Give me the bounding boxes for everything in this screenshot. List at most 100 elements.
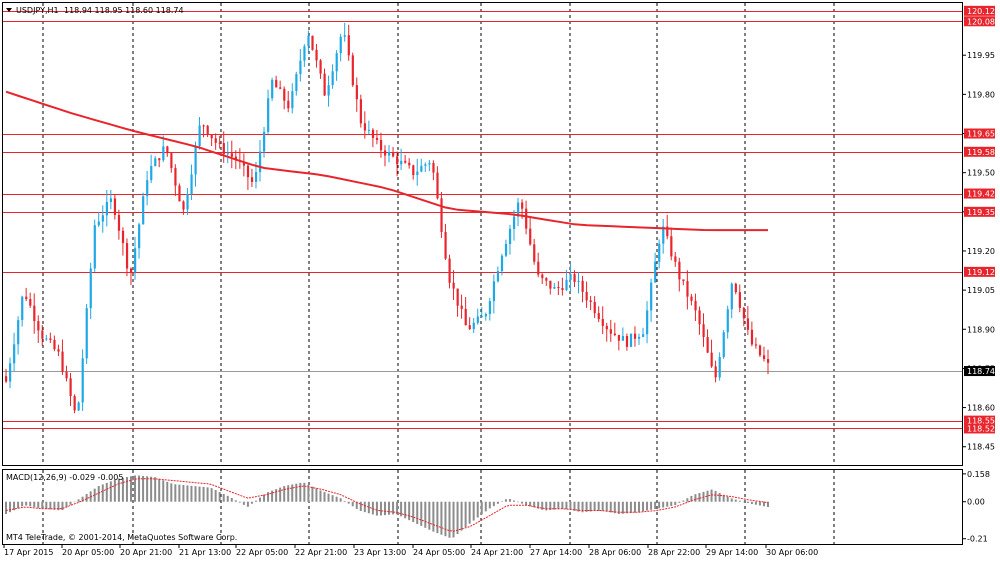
macd-bar: [388, 501, 391, 515]
macd-bar: [343, 500, 346, 502]
candle-body: [347, 35, 350, 56]
macd-signal-line: [5, 478, 769, 532]
candle-body: [29, 298, 32, 306]
macd-bar: [488, 501, 491, 509]
macd-bar: [311, 486, 314, 502]
macd-bar: [428, 501, 431, 530]
candle-body: [577, 280, 580, 282]
macd-bar: [186, 485, 189, 502]
candle-body: [234, 156, 238, 161]
price-tick-label: 119.50: [967, 169, 995, 178]
candle-body: [379, 139, 383, 151]
level-price-tag-bg: [964, 128, 995, 139]
macd-bar: [553, 501, 556, 510]
candle-body: [214, 138, 217, 143]
macd-bar: [323, 492, 326, 502]
macd-bar: [468, 501, 471, 524]
candle-body: [625, 335, 629, 347]
macd-bar: [734, 499, 737, 502]
macd-bar: [400, 501, 403, 517]
macd-bar: [359, 501, 362, 511]
candle-body: [738, 292, 741, 308]
candle-body: [521, 202, 524, 209]
candle-body: [428, 163, 431, 165]
price-tick-label: 118.90: [967, 325, 995, 334]
candle-body: [706, 337, 709, 353]
candle-body: [637, 336, 641, 339]
price-tick-label: 118.60: [967, 404, 995, 413]
candle-body: [698, 310, 701, 325]
macd-bar: [593, 501, 596, 512]
candle-body: [420, 165, 423, 172]
macd-bar: [633, 501, 636, 513]
macd-bar: [129, 476, 132, 502]
candle-body: [504, 243, 508, 256]
candle-body: [561, 287, 564, 290]
macd-bar: [339, 498, 342, 502]
macd-bar: [432, 501, 435, 532]
candle-body: [33, 305, 36, 322]
macd-bar: [738, 500, 741, 502]
macd-bar: [214, 490, 217, 502]
macd-bar: [690, 495, 693, 502]
macd-bar: [625, 501, 628, 514]
macd-bar: [77, 499, 80, 502]
candle-body: [456, 288, 459, 306]
macd-bar: [303, 482, 306, 502]
time-tick-label: 27 Apr 14:00: [530, 548, 582, 557]
candle-body: [581, 280, 584, 292]
candle-body: [150, 166, 153, 181]
macd-bar: [424, 501, 427, 528]
chevron-down-icon[interactable]: [6, 8, 12, 12]
macd-bar: [166, 481, 169, 502]
symbol-header[interactable]: USDJPY,H1 118.94 118.95 118.60 118.74: [6, 6, 184, 15]
candle-body: [307, 35, 310, 47]
macd-bar: [259, 497, 261, 502]
macd-bar: [694, 494, 697, 502]
moving-average-line: [5, 90, 768, 232]
macd-bar: [525, 501, 528, 506]
candle-body: [45, 338, 48, 340]
time-tick-label: 28 Apr 06:00: [589, 548, 641, 557]
candle-body: [303, 46, 306, 61]
candle-body: [517, 202, 520, 217]
candle-body: [383, 150, 387, 156]
candle-body: [319, 60, 322, 74]
candle-body: [85, 308, 88, 359]
macd-bar: [367, 501, 370, 514]
macd-bar: [742, 501, 745, 503]
macd-bar: [521, 501, 524, 504]
macd-bar: [73, 501, 76, 503]
macd-bar: [621, 501, 624, 514]
macd-bar: [142, 475, 145, 502]
macd-bar: [508, 499, 511, 502]
macd-bar: [134, 475, 137, 502]
candle-body: [767, 359, 770, 363]
candle-body: [263, 131, 266, 152]
time-tick-label: 24 Apr 05:00: [413, 548, 465, 557]
current-price-tag: 118.74: [967, 367, 995, 376]
macd-bar: [392, 501, 395, 515]
candle-body: [295, 74, 298, 92]
macd-bar: [327, 493, 330, 502]
macd-bar: [287, 485, 290, 502]
candle-body: [404, 160, 407, 163]
macd-bar: [452, 501, 455, 538]
candle-body: [440, 198, 443, 232]
macd-bar: [178, 484, 181, 502]
candle-body: [569, 274, 572, 280]
symbol-label: USDJPY,H1: [16, 6, 59, 15]
macd-bar: [283, 486, 286, 502]
macd-bar: [246, 501, 249, 507]
macd-bar: [254, 500, 257, 502]
macd-bar: [537, 501, 540, 509]
candle-body: [754, 344, 758, 346]
macd-bar: [718, 492, 721, 502]
level-price-tag-bg: [964, 423, 995, 434]
candle-body: [541, 274, 544, 279]
macd-bar: [194, 486, 197, 502]
candle-body: [194, 145, 197, 175]
candle-body: [21, 296, 24, 321]
candle-body: [654, 261, 657, 283]
